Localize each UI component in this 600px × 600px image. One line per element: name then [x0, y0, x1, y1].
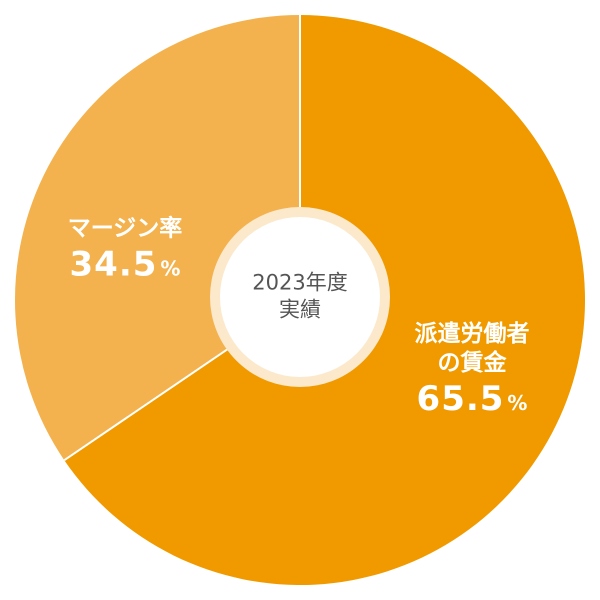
unit-label: %: [507, 390, 528, 415]
center-disc: [220, 217, 380, 377]
slice-label: マージン率 34.5%: [68, 214, 183, 285]
pie-slice: [15, 15, 300, 461]
value-label: 34.5: [69, 244, 158, 285]
category-label: マージン率: [67, 215, 183, 242]
center-label: 2023年度 実績: [252, 270, 348, 322]
slice-label: 派遣労働者 の賃金 65.5%: [415, 320, 530, 420]
unit-label: %: [160, 256, 181, 281]
category-label: 派遣労働者 の賃金: [414, 321, 530, 376]
value-label: 65.5: [416, 378, 505, 419]
